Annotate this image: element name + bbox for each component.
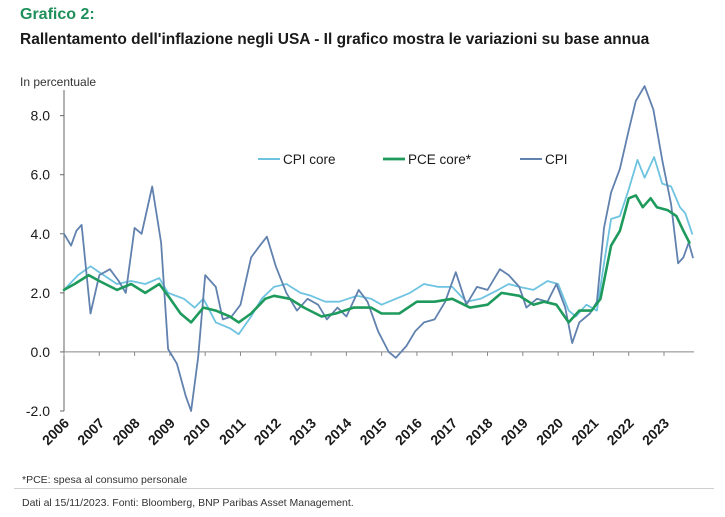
figure-label: Grafico 2: bbox=[20, 6, 95, 23]
x-tick-label: 2013 bbox=[286, 415, 319, 448]
x-tick-label: 2018 bbox=[462, 415, 495, 448]
x-tick-label: 2011 bbox=[216, 415, 249, 448]
x-tick-label: 2006 bbox=[39, 415, 72, 448]
legend: CPI core PCE core* CPI bbox=[258, 152, 568, 167]
series-lines bbox=[62, 85, 694, 412]
x-tick-label: 2009 bbox=[145, 415, 178, 448]
x-tick-label: 2012 bbox=[251, 415, 284, 448]
y-axis: -2.0 0.0 2.0 4.0 6.0 8.0 bbox=[26, 90, 65, 419]
x-tick-label: 2008 bbox=[109, 415, 142, 448]
series-line-pce-core bbox=[62, 194, 691, 324]
x-axis: 2006 2007 2008 2009 2010 2011 2012 2013 2014 2015… bbox=[39, 351, 694, 448]
footnote: *PCE: spesa al consumo personale bbox=[22, 474, 188, 486]
x-tick-label: 2016 bbox=[392, 415, 425, 448]
y-axis-label: In percentuale bbox=[20, 75, 97, 89]
y-tick-label: 2.0 bbox=[31, 285, 51, 301]
chart-area: -2.0 0.0 2.0 4.0 6.0 8.0 2006 2007 2008 2009 2010… bbox=[26, 85, 694, 448]
y-tick-label: 0.0 bbox=[31, 344, 51, 360]
series-line-cpi-core bbox=[63, 156, 694, 336]
x-tick-label: 2023 bbox=[639, 415, 672, 448]
x-tick-label: 2014 bbox=[321, 415, 354, 448]
y-tick-label: -2.0 bbox=[26, 403, 50, 419]
legend-label: CPI bbox=[545, 152, 568, 167]
x-tick-label: 2019 bbox=[498, 415, 531, 448]
y-tick-label: 4.0 bbox=[31, 226, 51, 242]
x-tick-label: 2022 bbox=[603, 415, 636, 448]
x-tick-label: 2015 bbox=[356, 415, 389, 448]
y-tick-label: 6.0 bbox=[31, 167, 51, 183]
x-tick-label: 2017 bbox=[427, 415, 460, 448]
y-tick-label: 8.0 bbox=[31, 108, 51, 124]
divider bbox=[14, 488, 714, 489]
x-tick-label: 2010 bbox=[180, 415, 213, 448]
x-tick-label: 2020 bbox=[533, 415, 566, 448]
series-line-cpi bbox=[63, 85, 694, 412]
legend-label: PCE core* bbox=[408, 152, 472, 167]
source-note: Dati al 15/11/2023. Fonti: Bloomberg, BN… bbox=[22, 497, 354, 509]
legend-label: CPI core bbox=[283, 152, 336, 167]
chart-title: Rallentamento dell'inflazione negli USA … bbox=[20, 31, 650, 48]
x-tick-label: 2007 bbox=[74, 415, 107, 448]
x-tick-label: 2021 bbox=[568, 415, 601, 448]
